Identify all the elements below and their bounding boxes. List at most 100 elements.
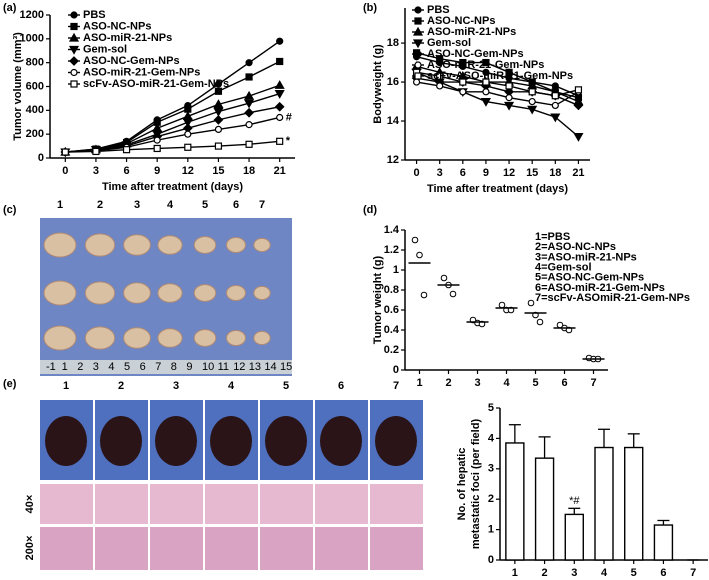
y-tick-label: 1.2 [384,244,399,256]
histology [150,527,203,570]
photo-label: 1 [57,199,63,211]
x-tick-label: 3 [93,165,99,177]
marker [459,58,467,67]
marker [182,118,193,128]
tumor [43,232,77,258]
marker [459,88,467,96]
x-tick-label: 15 [212,165,224,177]
photo-label: 7 [259,199,265,211]
histology [150,484,203,524]
marker [274,90,285,99]
y-tick-label: 0.2 [384,344,399,356]
y-tick-label: 0.8 [384,284,399,296]
panel-label: (a) [3,2,17,14]
marker [213,99,224,108]
marker [214,125,223,133]
marker [69,56,79,66]
dot [527,299,535,307]
ruler-label: 2 [77,361,83,373]
photo-label: 5 [202,199,208,211]
marker [70,22,78,31]
marker [414,72,422,80]
x-tick-label: 3 [437,167,443,179]
photo-label: 6 [233,199,239,211]
legend-label: ASO-miR-21-NPs [427,26,516,38]
x-tick-label: 5 [631,567,637,579]
y-tick-label: 18 [387,37,399,49]
marker [505,82,513,90]
series-line [416,65,579,103]
marker [92,147,100,156]
y-tick-label: 0 [38,152,44,164]
histology [95,527,148,570]
x-tick-label: 21 [572,167,584,179]
histology [260,484,313,524]
tumor [157,235,183,255]
x-tick-label: 12 [182,165,194,177]
legend-label: ASO-NC-NPs [427,15,495,27]
histology [205,484,258,524]
histology [370,527,423,570]
marker [551,92,559,100]
marker [70,80,78,88]
ruler-label: 15 [280,361,292,373]
ruler-label: -1 [46,361,56,373]
x-tick-label: 18 [243,165,255,177]
marker [245,73,253,81]
tumor [253,285,271,301]
dot [498,301,506,309]
marker [482,58,490,67]
annotation: *# [569,495,580,507]
ruler-label: 8 [171,361,177,373]
bar [534,457,555,561]
bar [505,442,525,561]
x-tick-label: 3 [571,567,577,579]
tumor [193,329,217,347]
marker [214,87,223,95]
y-tick-label: 0.6 [384,304,399,316]
panel-label: (e) [3,378,17,390]
marker [245,121,253,129]
marker [213,115,224,125]
marker [482,88,490,96]
ruler-label: 5 [124,361,130,373]
tumor [193,236,217,254]
series-line [416,71,579,138]
marker [482,68,490,76]
y-axis-label: No. of hepatic [456,448,468,521]
marker [276,137,284,145]
legend-label: Gem-sol [427,37,471,49]
y-tick-label: 1.4 [384,224,400,236]
ruler-label: 3 [93,361,99,373]
tumor [226,330,246,346]
x-tick-label: 6 [561,377,567,389]
marker [412,26,424,36]
y-tick-label: 16 [387,76,399,88]
liver [45,416,87,466]
y-tick-label: 1 [488,524,494,536]
bar [564,513,584,561]
x-tick-label: 7 [690,567,696,579]
marker [504,101,515,111]
ruler-label: 1 [62,361,68,373]
marker [505,68,513,76]
legend-label: 5=ASO-NC-Gem-NPs [535,272,644,284]
marker [505,94,513,102]
ruler-label: 13 [249,361,261,373]
y-tick-label: 1 [393,264,399,276]
tumor [253,330,271,346]
tumor [193,284,217,302]
y-tick-label: 0 [393,364,399,376]
legend-label: PBS [83,9,106,21]
x-tick-label: 2 [445,377,451,389]
tumor [84,326,116,350]
tumor [123,282,151,304]
legend-label: 4=Gem-sol [535,262,592,274]
y-tick-label: 14 [387,115,400,127]
photo-label: 4 [167,199,174,211]
dot [416,251,423,259]
row-label: 200× [24,536,36,561]
ruler [40,360,292,374]
marker [528,88,536,96]
photo-label: 2 [118,380,124,392]
